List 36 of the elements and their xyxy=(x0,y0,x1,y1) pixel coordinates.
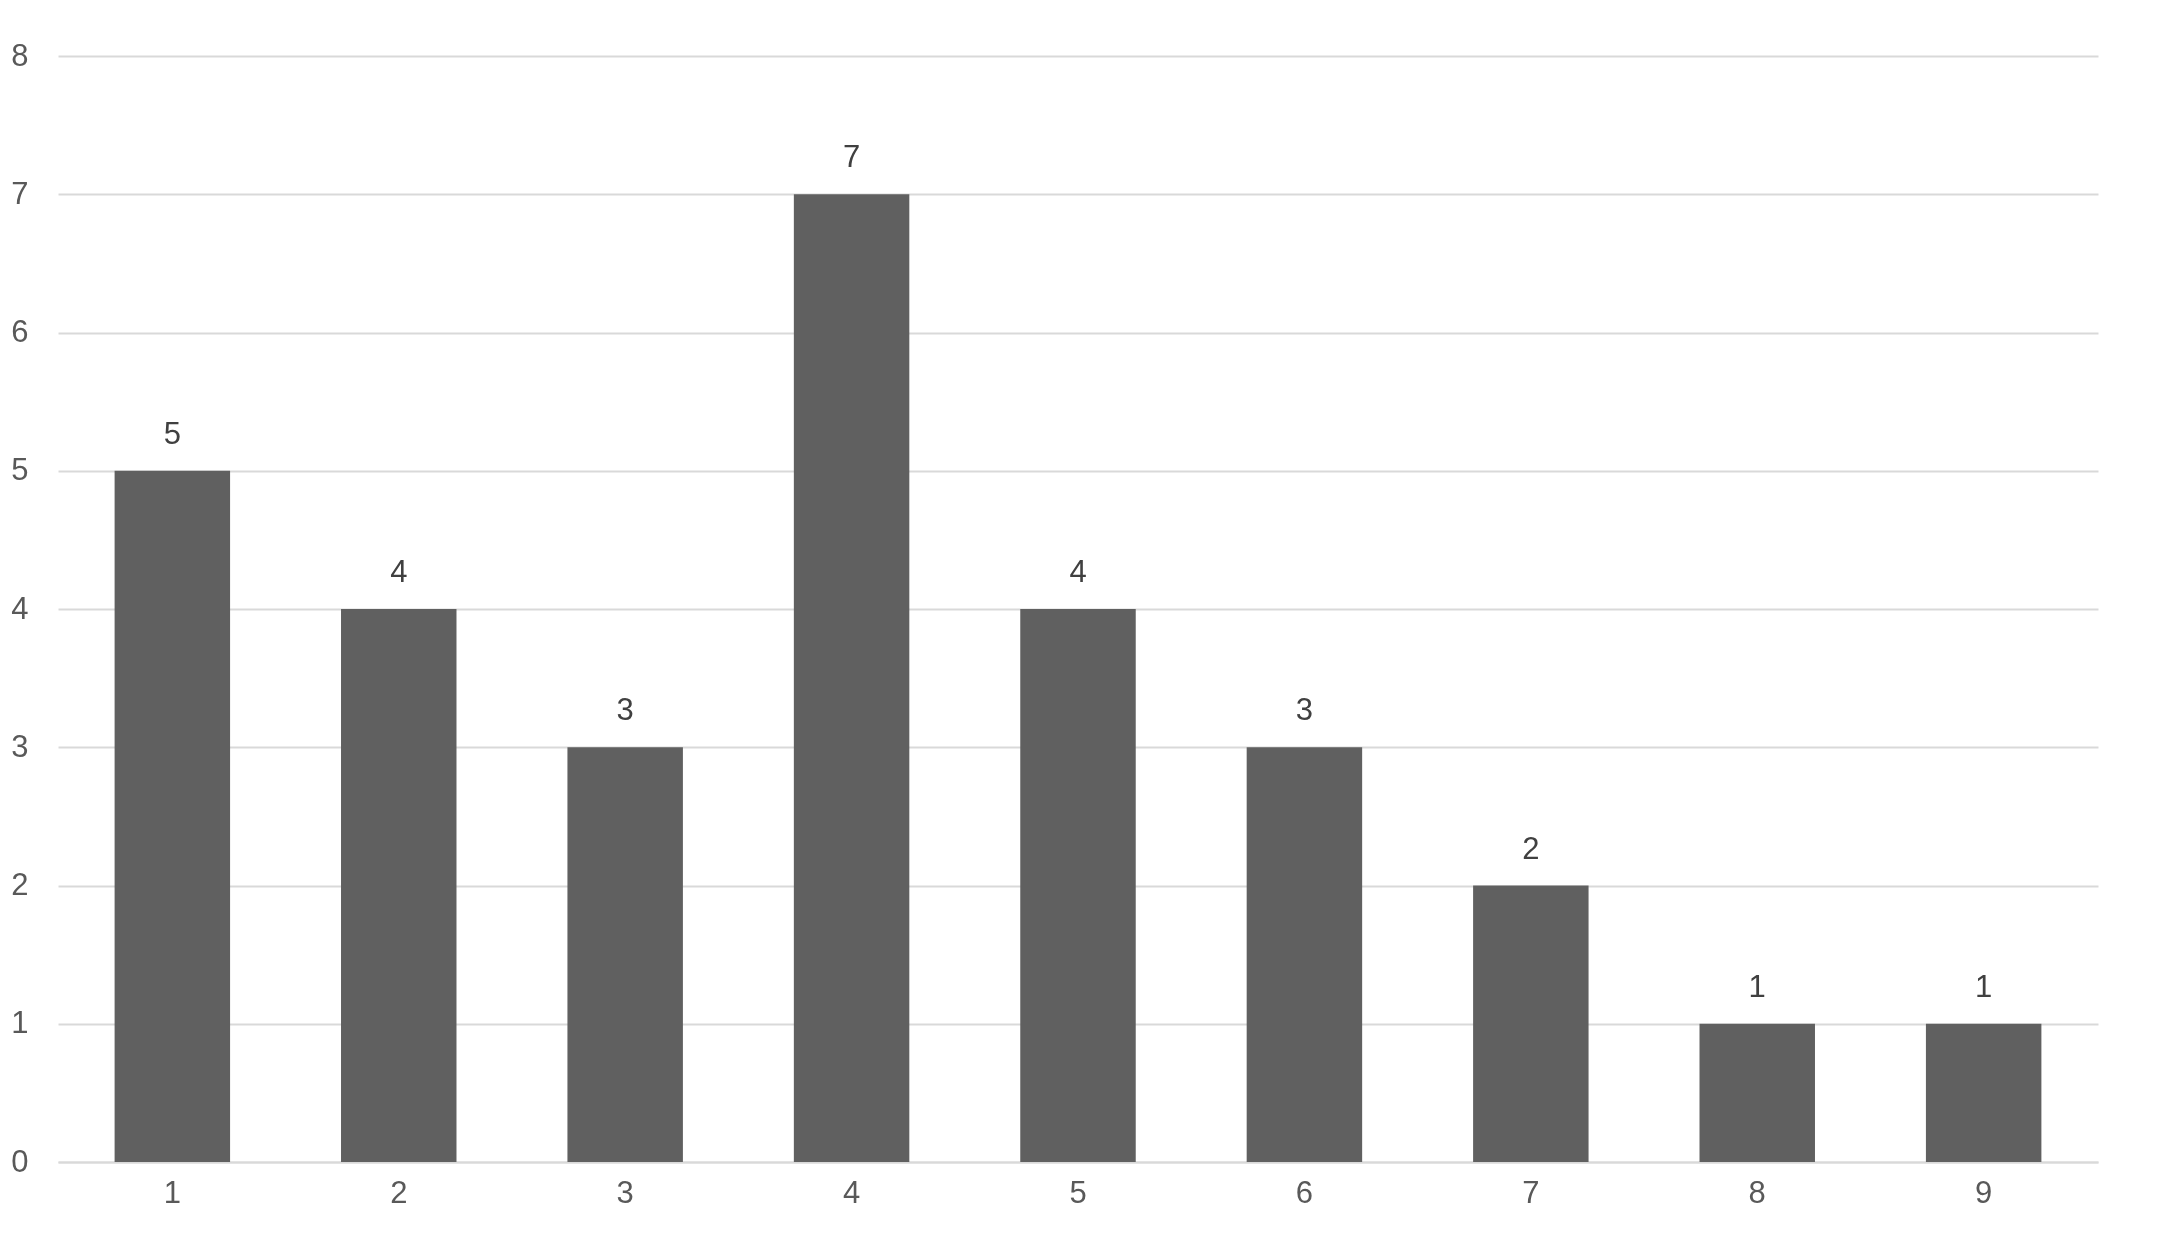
x-tick-label: 4 xyxy=(842,1174,861,1210)
data-label: 4 xyxy=(390,554,408,589)
x-tick-label: 8 xyxy=(1748,1174,1766,1210)
bar xyxy=(567,747,683,1162)
y-tick-label: 2 xyxy=(11,867,29,902)
y-tick-label: 7 xyxy=(11,175,29,211)
data-label: 2 xyxy=(1522,830,1540,866)
bar xyxy=(114,470,231,1162)
data-label: 4 xyxy=(1069,554,1087,589)
bar xyxy=(1246,747,1363,1162)
bar xyxy=(1020,609,1136,1162)
data-label: 1 xyxy=(1748,968,1766,1004)
y-tick-label: 8 xyxy=(11,37,29,73)
x-tick-label: 3 xyxy=(616,1174,634,1210)
y-tick-label: 0 xyxy=(11,1143,29,1179)
bar xyxy=(1699,1023,1815,1162)
data-label: 1 xyxy=(1975,968,1993,1004)
x-tick-label: 1 xyxy=(163,1174,181,1210)
x-tick-label: 7 xyxy=(1522,1174,1540,1210)
y-tick-label: 5 xyxy=(11,452,29,488)
y-tick-label: 3 xyxy=(11,728,29,764)
y-tick-label: 1 xyxy=(11,1005,29,1041)
bar xyxy=(1925,1023,2042,1162)
y-tick-label: 6 xyxy=(11,314,29,349)
data-label: 5 xyxy=(163,415,181,451)
y-tick-label: 4 xyxy=(11,590,29,626)
bar xyxy=(341,609,457,1162)
bar xyxy=(1473,885,1589,1162)
x-tick-label: 5 xyxy=(1069,1174,1087,1210)
bar xyxy=(793,194,910,1162)
data-label: 7 xyxy=(842,139,861,175)
x-tick-label: 6 xyxy=(1295,1174,1314,1210)
data-label: 3 xyxy=(1295,692,1314,728)
x-tick-label: 9 xyxy=(1975,1174,1993,1210)
x-tick-label: 2 xyxy=(390,1174,408,1210)
data-label: 3 xyxy=(616,692,634,728)
